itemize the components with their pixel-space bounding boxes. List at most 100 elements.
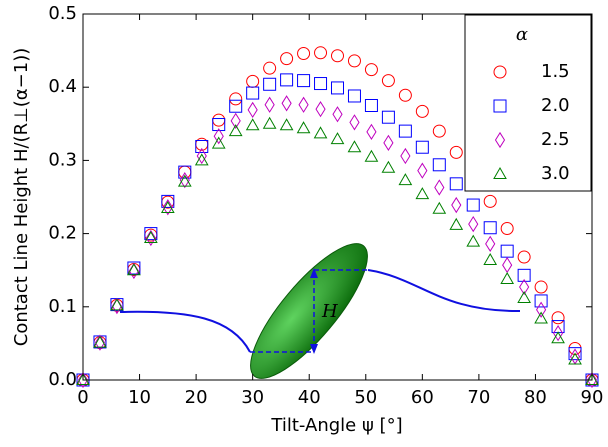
marker (585, 372, 599, 385)
marker (366, 123, 377, 140)
legend-label: 3.0 (541, 163, 570, 184)
marker (500, 271, 515, 284)
legend-label: 2.5 (541, 129, 570, 150)
marker (364, 63, 378, 77)
annotation: H (321, 301, 338, 322)
marker (212, 118, 226, 132)
marker (264, 96, 275, 113)
marker (500, 244, 514, 258)
marker (245, 118, 260, 131)
x-tick-label: 70 (467, 387, 490, 408)
marker (195, 139, 209, 153)
marker (229, 99, 243, 113)
marker (500, 221, 514, 235)
marker (552, 325, 564, 342)
legend-marker (493, 166, 507, 179)
marker (246, 86, 260, 100)
marker (212, 113, 226, 127)
marker (534, 294, 548, 308)
marker (432, 201, 447, 214)
marker (586, 371, 598, 389)
marker (449, 145, 463, 159)
marker (230, 112, 241, 130)
marker (247, 101, 258, 119)
marker (398, 88, 412, 102)
x-tick-label: 0 (77, 387, 88, 408)
marker (483, 252, 498, 265)
marker (127, 261, 141, 275)
y-tick-label: 0.3 (48, 149, 77, 170)
marker (76, 372, 90, 385)
marker (449, 177, 463, 191)
marker (94, 334, 106, 351)
marker (534, 311, 548, 324)
x-tick-label: 30 (241, 387, 264, 408)
marker (298, 96, 309, 113)
marker (483, 221, 497, 235)
marker (315, 101, 326, 118)
y-tick-label: 0.1 (48, 296, 77, 317)
marker (177, 174, 192, 187)
marker (349, 114, 360, 131)
marker (263, 61, 277, 75)
y-axis-label: Contact Line Height H/(R⊥(α−1)) (11, 48, 32, 347)
marker (161, 194, 175, 208)
marker (144, 227, 158, 241)
marker (196, 147, 207, 165)
marker (332, 106, 343, 123)
legend-title: α (516, 24, 528, 45)
marker (145, 229, 156, 247)
marker (415, 187, 430, 200)
marker (228, 124, 243, 137)
y-tick-label: 0.2 (48, 223, 77, 244)
marker (415, 104, 429, 118)
marker (194, 153, 209, 166)
y-tick-label: 0.4 (48, 76, 77, 97)
marker (568, 347, 582, 361)
marker (297, 47, 311, 61)
x-tick-label: 80 (524, 387, 547, 408)
legend-marker (493, 65, 507, 79)
marker (483, 194, 497, 208)
x-tick-label: 10 (128, 387, 151, 408)
marker (517, 250, 531, 264)
marker (127, 263, 141, 276)
marker (331, 49, 344, 63)
marker (536, 301, 547, 318)
legend-box (464, 14, 592, 192)
marker (569, 348, 581, 365)
marker (330, 132, 345, 145)
marker (364, 149, 379, 162)
marker (364, 99, 378, 112)
y-tick-label: 0.5 (48, 3, 77, 24)
x-tick-label: 20 (185, 387, 208, 408)
marker (415, 140, 429, 154)
marker (466, 198, 480, 212)
marker (551, 331, 565, 344)
marker (466, 234, 481, 247)
marker (381, 74, 395, 88)
marker (568, 352, 582, 365)
x-tick-label: 40 (298, 387, 321, 408)
marker (398, 124, 412, 138)
marker (263, 77, 277, 91)
marker (485, 235, 496, 252)
marker (417, 162, 428, 179)
x-tick-label: 50 (354, 387, 377, 408)
x-tick-label: 60 (411, 387, 434, 408)
marker (432, 158, 446, 172)
marker (110, 298, 124, 311)
marker (211, 136, 226, 149)
marker (449, 217, 464, 230)
plot-frame (82, 13, 593, 381)
marker (246, 74, 260, 88)
marker (347, 89, 361, 103)
marker (162, 199, 173, 216)
marker (279, 118, 294, 131)
marker (262, 116, 277, 129)
marker (93, 335, 107, 348)
marker (519, 278, 530, 296)
marker (347, 140, 362, 153)
x-tick-label: 90 (581, 387, 604, 408)
